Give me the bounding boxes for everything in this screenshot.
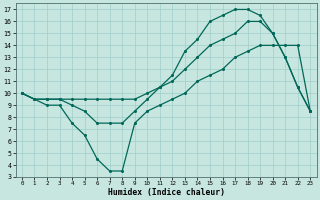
X-axis label: Humidex (Indice chaleur): Humidex (Indice chaleur) [108, 188, 225, 197]
